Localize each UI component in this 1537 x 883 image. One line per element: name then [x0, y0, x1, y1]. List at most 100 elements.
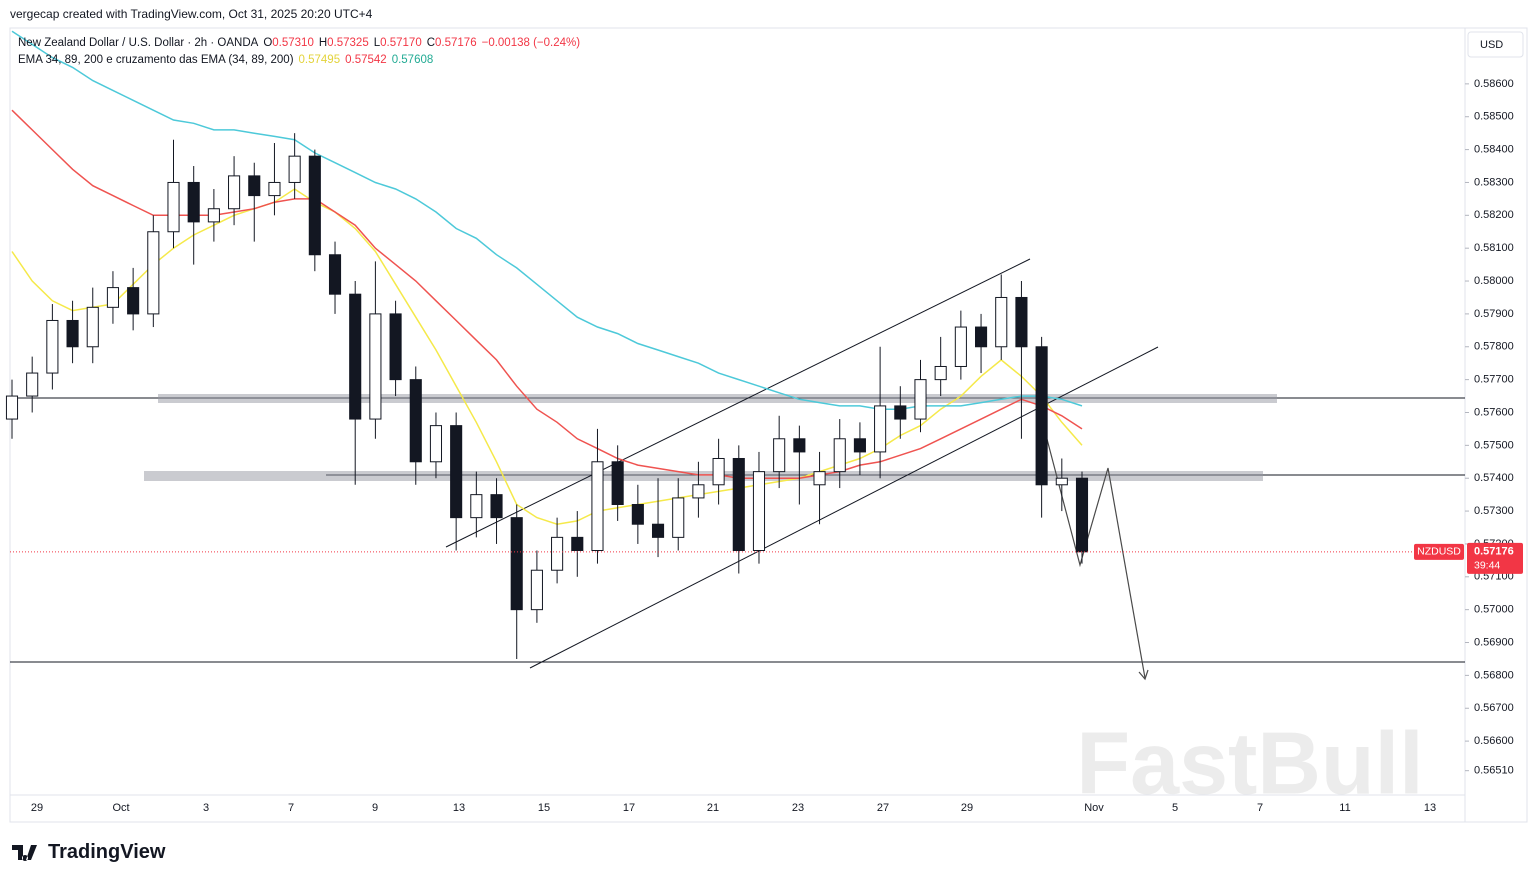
axes: 0.58600 0.58500 0.58400 0.58300 0.58200 0.581…: [31, 78, 1523, 814]
candle-body: [551, 536, 564, 571]
x-tick-label: 21: [707, 802, 719, 814]
logo-mark: [12, 844, 37, 861]
x-tick-label: 13: [453, 802, 465, 814]
attribution: vergecap created with TradingView.com, O…: [10, 7, 373, 21]
x-tick-label: 7: [1257, 802, 1263, 814]
zone: [158, 394, 1277, 403]
x-tick-label: Oct: [112, 802, 129, 814]
indicator-row: EMA 34, 89, 200 e cruzamento das EMA (34…: [18, 52, 580, 69]
candle-body: [995, 296, 1008, 348]
indicator-value: 0.57608: [391, 54, 434, 66]
countdown: 39:44: [1474, 560, 1500, 572]
y-tick-label: 0.57500: [1474, 439, 1514, 451]
candle-body: [752, 471, 766, 552]
candle-body: [5, 395, 19, 420]
candle-body: [268, 181, 281, 197]
watermark: FastBull: [1076, 713, 1423, 812]
candle-body: [571, 536, 584, 552]
y-tick-label: 0.57600: [1474, 406, 1514, 418]
x-tick-label: 29: [961, 802, 973, 814]
candle-body: [389, 313, 402, 381]
x-tick-label: 7: [288, 802, 294, 814]
candle-body: [328, 254, 342, 295]
currency-box[interactable]: [1467, 31, 1524, 58]
ohlc-value: 0.57325: [327, 37, 369, 49]
candle-body: [127, 287, 140, 315]
y-tick-label: 0.58000: [1474, 275, 1514, 287]
y-tick-label: 0.57700: [1474, 374, 1514, 386]
plot: [5, 30, 1465, 659]
candle-body: [1015, 296, 1028, 348]
candle-body: [631, 503, 644, 525]
candle-body: [712, 457, 725, 486]
candle-body: [773, 438, 786, 473]
indicator: EMA 34, 89, 200 e cruzamento das EMA (34…: [18, 54, 294, 66]
candle-body: [308, 155, 321, 256]
candle-body: [591, 461, 604, 552]
symbol-row: New Zealand Dollar / U.S. Dollar · 2h · …: [18, 35, 580, 52]
candle-body: [248, 175, 261, 197]
ema-line: [11, 188, 1083, 525]
change: −0.00138 (−0.24%): [481, 37, 581, 49]
candle-body: [1035, 346, 1048, 486]
symbol-label-bg: [1414, 543, 1464, 560]
candle-body: [914, 379, 927, 420]
candle-body: [611, 461, 624, 505]
candle-body: [46, 319, 59, 374]
price-label-bg: [1467, 542, 1523, 574]
candle-body: [813, 471, 826, 486]
y-tick-label: 0.58200: [1474, 209, 1514, 221]
x-tick-label: 5: [1172, 802, 1178, 814]
y-tick-label: 0.58400: [1474, 143, 1514, 155]
drawings: [10, 258, 1465, 681]
candle-body: [409, 379, 422, 463]
candle-body: [429, 425, 443, 463]
projection-arrow: [1041, 419, 1146, 679]
x-tick-label: 15: [538, 802, 550, 814]
candle-body: [369, 313, 382, 420]
ohlc-value: 0.57170: [380, 37, 422, 49]
candle-body: [1055, 477, 1068, 486]
candle-body: [349, 293, 362, 420]
candle-body: [874, 405, 887, 453]
y-tick-label: 0.57300: [1474, 505, 1514, 517]
ohlc-key: L: [373, 37, 381, 49]
y-tick-label: 0.57000: [1474, 604, 1514, 616]
candle-body: [470, 494, 483, 519]
candle-body: [692, 484, 705, 499]
ohlc-value: 0.57310: [272, 37, 314, 49]
candle-body: [26, 372, 39, 397]
candle-body: [853, 438, 866, 453]
y-tick-label: 0.56800: [1474, 669, 1514, 681]
indicator-value: 0.57495: [298, 54, 341, 66]
candle-body: [833, 438, 846, 473]
chart-frame: [9, 27, 1528, 823]
x-tick-label: 13: [1424, 802, 1436, 814]
logo: TradingView: [12, 841, 165, 864]
candle-body: [147, 231, 160, 315]
candle-body: [167, 181, 180, 233]
ema-line: [11, 109, 1083, 479]
candle-body: [228, 175, 241, 210]
ohlc-value: 0.57176: [435, 37, 477, 49]
indicator-value: 0.57542: [345, 54, 387, 66]
symbol: New Zealand Dollar / U.S. Dollar · 2h · …: [18, 37, 259, 49]
channel-line: [529, 346, 1159, 669]
arrow-head: [1138, 669, 1149, 681]
candle-body: [530, 569, 543, 611]
candle-body: [288, 155, 301, 183]
candle-body: [894, 405, 907, 420]
channel-line: [445, 258, 1031, 548]
price-label: 0.57176: [1474, 546, 1514, 558]
y-tick-label: 0.56510: [1474, 765, 1514, 777]
x-tick-label: 11: [1339, 802, 1350, 814]
y-tick-label: 0.58500: [1474, 111, 1514, 123]
y-tick-label: 0.56600: [1474, 735, 1514, 747]
candle-body: [450, 425, 463, 519]
zone: [144, 471, 1263, 481]
ohlc-key: O: [263, 37, 273, 49]
y-tick-label: 0.57800: [1474, 341, 1514, 353]
y-tick-label: 0.57900: [1474, 308, 1514, 320]
